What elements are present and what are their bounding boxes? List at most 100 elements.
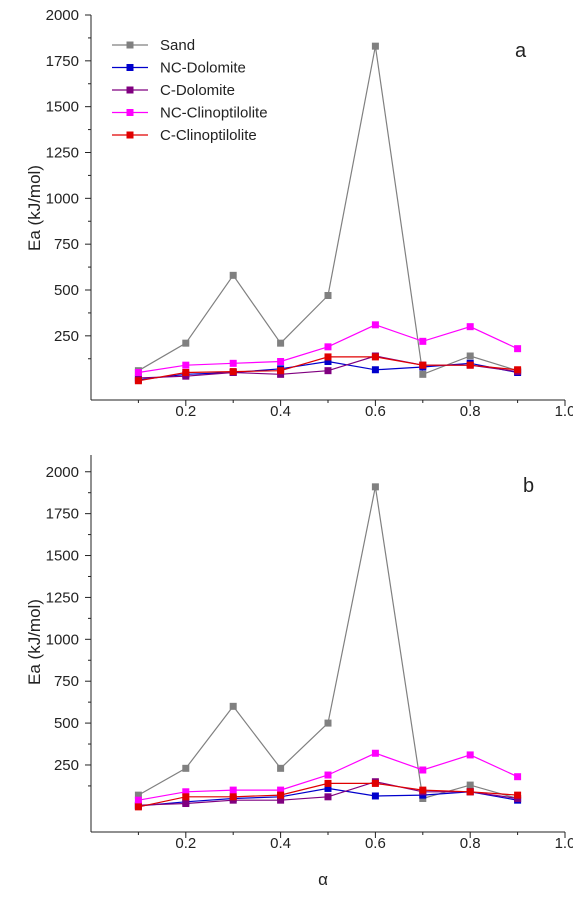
data-point	[182, 369, 190, 376]
data-point	[419, 337, 427, 345]
y-tick-label: 750	[54, 236, 79, 253]
data-point	[182, 793, 190, 801]
data-point	[229, 368, 237, 376]
data-point	[371, 353, 379, 361]
y-axis-label: Ea (kJ/mol)	[25, 599, 44, 685]
data-point	[182, 800, 190, 808]
data-point	[514, 791, 522, 799]
legend-marker	[126, 41, 134, 49]
y-tick-label: 250	[54, 328, 79, 345]
y-tick-label: 1000	[46, 631, 79, 648]
x-tick-label: 0.2	[175, 835, 196, 852]
y-tick-label: 2000	[46, 7, 79, 24]
y-tick-label: 1500	[46, 548, 79, 565]
data-point	[514, 366, 522, 374]
data-point	[419, 370, 427, 378]
chart-panel-a: 250 500 750 1000 1250 1500 1750 2000 0.2 0.4 0.6 0.…	[25, 7, 573, 420]
data-point	[229, 359, 237, 367]
data-point	[277, 370, 285, 378]
chart-panel-b: 250 500 750 1000 1250 1500 1750 2000 0.2 0.4 0.6 0.…	[25, 455, 573, 889]
data-point	[324, 719, 332, 727]
data-point	[466, 323, 474, 331]
data-point	[371, 366, 379, 374]
x-tick-label: 0.8	[460, 835, 481, 852]
data-point	[277, 367, 285, 375]
data-point	[229, 271, 237, 279]
data-point	[466, 781, 474, 789]
x-tick-label: 0.6	[365, 835, 386, 852]
data-point	[134, 803, 142, 811]
data-point	[466, 788, 474, 796]
data-point	[324, 343, 332, 351]
data-point	[134, 796, 142, 804]
y-tick-label: 1750	[46, 506, 79, 523]
data-point	[277, 786, 285, 794]
data-point	[229, 793, 237, 801]
data-point	[182, 361, 190, 369]
y-tick-label: 1500	[46, 99, 79, 116]
x-axis-label: α	[318, 870, 328, 889]
data-point	[371, 792, 379, 800]
data-point	[324, 292, 332, 299]
data-point	[466, 352, 474, 360]
data-point	[134, 377, 142, 385]
data-point	[514, 773, 522, 781]
panel-label: a	[515, 40, 527, 62]
data-point	[371, 483, 379, 491]
x-tick-label: 0.4	[270, 403, 291, 420]
data-point	[514, 345, 522, 353]
data-point	[419, 766, 427, 774]
data-point	[277, 796, 285, 804]
y-tick-label: 250	[54, 757, 79, 774]
data-point	[277, 339, 285, 347]
x-tick-label: 0.4	[270, 835, 291, 852]
y-axis-label: Ea (kJ/mol)	[25, 165, 44, 251]
data-point	[324, 779, 332, 787]
legend-label: C-Dolomite	[160, 82, 235, 99]
data-point	[419, 361, 427, 369]
legend-label: Sand	[160, 37, 195, 54]
data-point	[371, 749, 379, 757]
data-point	[324, 771, 332, 779]
series-line	[138, 486, 518, 800]
data-point	[182, 339, 190, 347]
y-tick-label: 750	[54, 673, 79, 690]
data-point	[182, 372, 190, 380]
data-point	[371, 779, 379, 787]
x-tick-label: 0.8	[460, 403, 481, 420]
legend-marker	[126, 131, 134, 139]
data-point	[371, 321, 379, 329]
data-point	[134, 791, 142, 799]
data-point	[419, 786, 427, 794]
y-tick-label: 1000	[46, 190, 79, 207]
y-tick-label: 1750	[46, 53, 79, 70]
legend-label: NC-Dolomite	[160, 60, 246, 77]
y-tick-label: 1250	[46, 589, 79, 606]
y-tick-label: 500	[54, 715, 79, 732]
data-point	[229, 702, 237, 710]
y-tick-label: 2000	[46, 464, 79, 481]
panel-label: b	[523, 475, 534, 497]
x-tick-label: 1.0	[555, 403, 573, 420]
legend-marker	[126, 109, 134, 116]
legend-label: NC-Clinoptilolite	[160, 105, 268, 122]
x-tick-label: 1.0	[555, 835, 573, 852]
data-point	[182, 764, 190, 772]
y-tick-label: 1250	[46, 145, 79, 162]
data-point	[229, 786, 237, 794]
legend-marker	[126, 64, 134, 71]
legend-label: C-Clinoptilolite	[160, 127, 257, 144]
data-point	[466, 361, 474, 369]
legend-marker	[126, 86, 134, 94]
data-point	[277, 791, 285, 799]
data-point	[371, 42, 379, 50]
data-point	[134, 369, 142, 376]
data-point	[277, 358, 285, 365]
y-tick-label: 500	[54, 282, 79, 299]
data-point	[324, 784, 332, 792]
data-point	[324, 358, 332, 365]
x-tick-label: 0.2	[175, 403, 196, 420]
data-point	[277, 764, 285, 772]
data-point	[324, 793, 332, 801]
